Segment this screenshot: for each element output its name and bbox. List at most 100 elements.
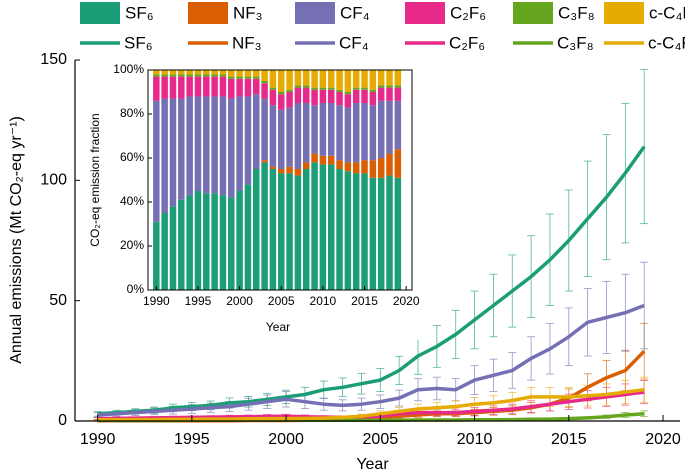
bar-segment <box>211 70 218 75</box>
bar-segment <box>278 169 285 174</box>
bar-segment <box>228 70 235 77</box>
bar-segment <box>228 98 235 198</box>
bar-segment <box>194 76 202 97</box>
series-line <box>97 145 646 416</box>
x-tick-label: 2020 <box>645 431 681 448</box>
bar-segment <box>178 76 185 99</box>
bar-segment <box>327 89 335 103</box>
legend-label: SF₆ <box>124 33 153 52</box>
bar-segment <box>294 103 302 169</box>
legend-patch <box>188 2 228 24</box>
bar-segment <box>278 173 285 290</box>
bar-segment <box>344 92 352 95</box>
bar-segment <box>327 87 335 90</box>
bar-segment <box>269 70 277 88</box>
bar-segment <box>194 74 202 77</box>
bar-segment <box>161 70 168 75</box>
bar-segment <box>394 177 402 290</box>
bar-segment <box>327 164 335 290</box>
bar-segment <box>394 70 402 86</box>
bar-segment <box>352 162 360 174</box>
bar-segment <box>361 70 368 88</box>
bar-segment <box>269 169 277 290</box>
bar-segment <box>286 166 293 174</box>
legend-label: C₂F₆ <box>450 3 486 22</box>
bar-segment <box>253 169 260 290</box>
bar-segment <box>203 70 210 75</box>
bar-segment <box>311 87 318 90</box>
bar-segment <box>253 70 260 77</box>
bar-segment <box>286 107 293 167</box>
bar-segment <box>161 213 168 290</box>
bar-segment <box>169 206 177 290</box>
bar-segment <box>169 74 177 77</box>
legend-label: CF₄ <box>339 33 369 52</box>
bar-segment <box>361 160 368 174</box>
bar-segment <box>203 76 210 97</box>
bar-segment <box>302 169 310 290</box>
x-tick-label: 2005 <box>363 431 399 448</box>
bar-segment <box>261 162 268 290</box>
bar-segment <box>361 173 368 290</box>
bar-segment <box>153 221 160 290</box>
bar-segment <box>153 74 160 77</box>
bar-segment <box>261 98 268 161</box>
bar-segment <box>278 92 285 95</box>
bar-segment <box>327 155 335 165</box>
y-tick-label: 20% <box>120 238 144 252</box>
bar-segment <box>344 171 352 290</box>
y-axis-label: CO₂-eq emission fraction <box>88 113 102 246</box>
bar-segment <box>302 85 310 88</box>
legend-patch <box>405 2 445 24</box>
bar-segment <box>261 81 268 84</box>
bar-segment <box>203 74 210 77</box>
y-tick-label: 0% <box>127 282 145 296</box>
bar-segment <box>219 70 227 75</box>
bar-segment <box>261 160 268 163</box>
bar-segment <box>269 89 277 106</box>
bar-segment <box>219 96 227 196</box>
legend-patch <box>80 2 120 24</box>
bar-segment <box>336 169 343 290</box>
bar-segment <box>186 195 193 290</box>
bar-segment <box>253 76 260 79</box>
bar-segment <box>352 89 360 103</box>
bar-segment <box>386 85 393 88</box>
legend-label: NF₃ <box>233 3 263 22</box>
bar-segment <box>278 94 285 110</box>
bar-segment <box>369 70 377 90</box>
bar-segment <box>286 92 293 108</box>
legend-patch <box>295 2 335 24</box>
bar-segment <box>228 78 235 99</box>
bar-segment <box>253 78 260 95</box>
bar-segment <box>369 177 377 290</box>
y-tick-label: 0 <box>58 412 67 429</box>
bar-segment <box>294 70 302 86</box>
bar-segment <box>319 87 327 90</box>
legend-label: C₃F₈ <box>558 3 595 22</box>
bar-segment <box>377 100 385 158</box>
bar-segment <box>261 83 268 99</box>
bar-segment <box>352 173 360 290</box>
y-tick-label: 80% <box>120 106 144 120</box>
bar-segment <box>319 89 327 103</box>
bar-segment <box>161 98 168 213</box>
bar-segment <box>344 162 352 172</box>
x-tick-label: 1995 <box>174 431 210 448</box>
bar-segment <box>361 87 368 90</box>
bar-segment <box>211 76 218 97</box>
x-tick-label: 2005 <box>268 294 295 308</box>
bar-segment <box>219 195 227 290</box>
bar-segment <box>169 76 177 99</box>
bar-segment <box>302 103 310 163</box>
bar-segment <box>377 158 385 178</box>
bar-segment <box>311 105 318 154</box>
x-tick-label: 1995 <box>185 294 212 308</box>
x-axis-label: Year <box>266 320 290 334</box>
bar-segment <box>211 74 218 77</box>
bar-segment <box>344 70 352 92</box>
x-tick-label: 2015 <box>351 294 378 308</box>
bar-segment <box>161 74 168 77</box>
legend-patch <box>604 2 644 24</box>
